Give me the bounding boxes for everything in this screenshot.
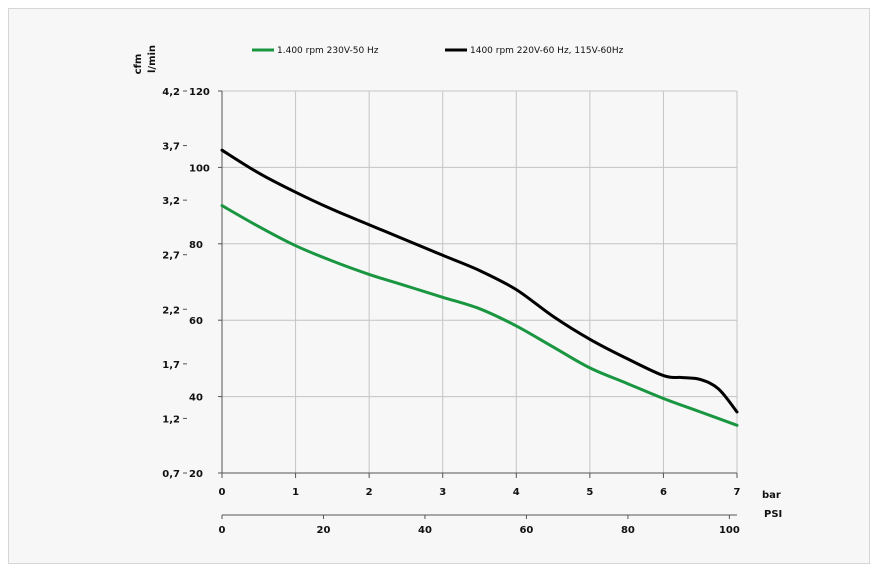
y-tick-label-lmin: 60 [189, 316, 203, 327]
y-tick-label-cfm: 1,2 [162, 414, 180, 425]
y-axis-unit-cfm: cfm [133, 54, 144, 75]
x-tick-label-bar: 2 [366, 487, 373, 498]
x-tick-label-bar: 4 [513, 487, 520, 498]
y-tick-label-lmin: 40 [189, 393, 203, 404]
x-tick-label-bar: 5 [586, 487, 593, 498]
y-tick-label-cfm: 4,2 [162, 87, 180, 98]
x-tick-label-psi: 80 [621, 525, 635, 536]
x-tick-label-bar: 0 [219, 487, 226, 498]
series [220, 148, 739, 427]
x-tick-label-bar: 7 [734, 487, 741, 498]
x-axis-unit-psi: PSI [764, 509, 782, 520]
legend-label-2: 1400 rpm 220V-60 Hz, 115V-60Hz [470, 46, 624, 56]
y-tick-label-lmin: 20 [189, 469, 203, 480]
y-tick-label-cfm: 3,7 [162, 142, 180, 153]
x-tick-label-psi: 60 [519, 525, 533, 536]
legend-label-1: 1.400 rpm 230V-50 Hz [277, 46, 379, 56]
ticks: 120100806040204,23,73,22,72,21,71,20,7cf… [133, 45, 782, 536]
y-tick-label-cfm: 3,2 [162, 196, 180, 207]
series-line-1 [220, 204, 739, 427]
chart-frame: 1.400 rpm 230V-50 Hz 1400 rpm 220V-60 Hz,… [8, 8, 870, 564]
y-tick-label-cfm: 0,7 [162, 469, 180, 480]
y-tick-label-lmin: 80 [189, 240, 203, 251]
x-tick-label-psi: 40 [418, 525, 432, 536]
legend: 1.400 rpm 230V-50 Hz 1400 rpm 220V-60 Hz,… [252, 46, 624, 56]
y-tick-label-lmin: 120 [189, 87, 210, 98]
x-tick-label-psi: 100 [719, 525, 740, 536]
y-axis-unit-lmin: l/min [147, 45, 158, 73]
x-axis-unit-bar: bar [762, 490, 781, 501]
x-tick-label-bar: 3 [439, 487, 446, 498]
x-tick-label-psi: 20 [317, 525, 331, 536]
x-tick-label-bar: 6 [660, 487, 667, 498]
axes [221, 91, 737, 516]
y-tick-label-lmin: 100 [189, 163, 210, 174]
series-line-2 [220, 148, 739, 414]
grid [222, 90, 738, 473]
x-tick-label-psi: 0 [219, 525, 226, 536]
y-tick-label-cfm: 2,2 [162, 305, 180, 316]
x-tick-label-bar: 1 [292, 487, 299, 498]
flow-chart: 1.400 rpm 230V-50 Hz 1400 rpm 220V-60 Hz,… [133, 45, 782, 536]
y-tick-label-cfm: 1,7 [162, 360, 180, 371]
y-tick-label-cfm: 2,7 [162, 251, 180, 262]
